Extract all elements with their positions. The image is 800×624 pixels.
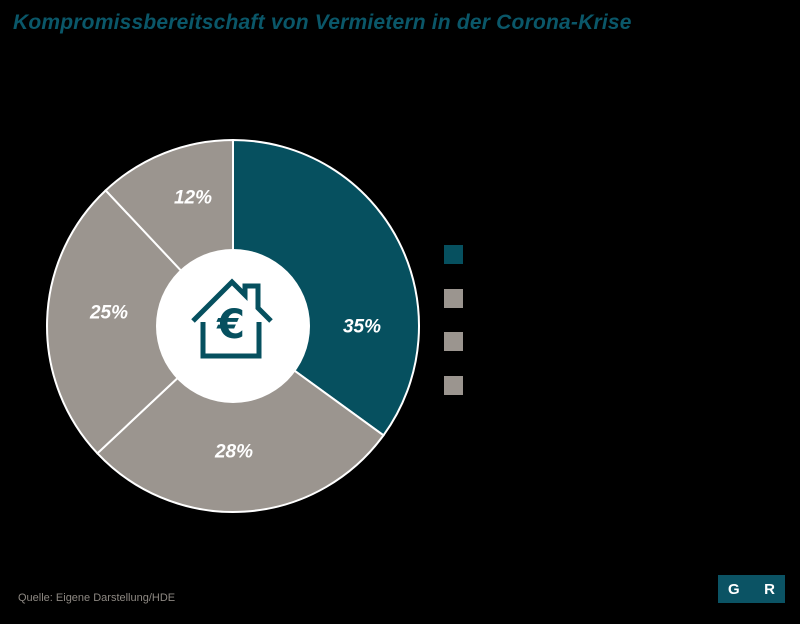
source-note: Quelle: Eigene Darstellung/HDE	[18, 592, 176, 604]
logo-letter-r: R	[764, 580, 775, 598]
house-roof-chimney	[191, 278, 273, 323]
donut-chart: € 35% 28% 25% 12%	[46, 138, 420, 513]
slice-label: 28%	[214, 442, 253, 463]
slice-label: 35%	[343, 317, 381, 338]
slice-label: 25%	[89, 303, 128, 324]
publisher-logo: G R	[718, 575, 785, 603]
legend-swatch	[444, 375, 463, 395]
chart-legend	[444, 245, 463, 395]
logo-letter-g: G	[728, 580, 740, 598]
donut-slice	[46, 188, 235, 455]
legend-swatch	[444, 245, 463, 264]
legend-swatch	[444, 332, 463, 351]
donut-slices	[46, 138, 420, 513]
slice-label: 12%	[174, 188, 212, 209]
donut-center-circle	[156, 249, 310, 403]
house-walls	[200, 322, 262, 359]
chart-title: Kompromissbereitschaft von Vermietern in…	[13, 11, 632, 34]
donut-slice	[232, 138, 420, 437]
slice-labels: 35% 28% 25% 12%	[89, 188, 381, 463]
legend-swatch	[444, 288, 463, 308]
euro-symbol-icon: €	[216, 302, 245, 348]
donut-chart-area: € 35% 28% 25% 12%	[43, 136, 423, 516]
donut-slice	[95, 324, 385, 513]
house-euro-icon	[191, 278, 273, 359]
